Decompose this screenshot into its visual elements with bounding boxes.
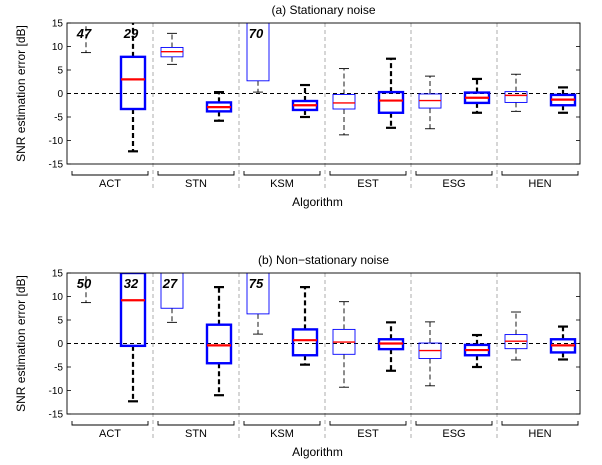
category-bracket — [329, 171, 407, 176]
category-label-hen: HEN — [528, 178, 551, 190]
offscale-value-label: 75 — [249, 276, 264, 291]
chart-title: (b) Non−stationary noise — [258, 253, 389, 267]
category-bracket — [329, 421, 407, 426]
box-est-series-1 — [332, 68, 356, 136]
box-stn-series-2 — [205, 286, 233, 397]
category-label-ksm: KSM — [270, 178, 294, 190]
box-iqr — [246, 23, 270, 82]
box-hen-series-1 — [504, 73, 528, 112]
category-bracket — [415, 171, 493, 176]
box-esg-series-2 — [463, 77, 491, 114]
y-tick-label: 10 — [52, 292, 64, 303]
category-label-esg: ESG — [442, 428, 465, 440]
y-tick-label: 0 — [57, 89, 63, 100]
category-label-hen: HEN — [528, 428, 551, 440]
offscale-value-label: 29 — [123, 26, 139, 41]
category-bracket — [243, 421, 321, 426]
y-tick-label: -10 — [49, 136, 64, 147]
y-tick-label: 5 — [57, 66, 63, 77]
chart-panel-b: (b) Non−stationary noise -15 -10 -5 0 5 10 15 SN… — [14, 253, 581, 459]
chart-panel-a: (a) Stationary noise -15 -10 -5 0 5 10 15 SNR es… — [14, 3, 581, 209]
y-axis-label: SNR estimation error [dB] — [14, 25, 28, 162]
box-iqr — [504, 91, 528, 103]
chart-title: (a) Stationary noise — [271, 3, 375, 17]
box-iqr — [332, 93, 356, 110]
offscale-value-label: 50 — [77, 276, 92, 291]
box-hen-series-2 — [549, 325, 577, 361]
category-bracket — [157, 171, 235, 176]
plot-frame — [66, 272, 581, 415]
category-label-ksm: KSM — [270, 428, 294, 440]
box-iqr — [377, 90, 405, 114]
box-ksm-series-1 — [246, 273, 270, 335]
box-stn-series-1 — [160, 273, 184, 323]
category-label-stn: STN — [185, 428, 207, 440]
y-tick-label: -5 — [54, 113, 63, 124]
category-label-est: EST — [357, 428, 379, 440]
category-label-est: EST — [357, 178, 379, 190]
category-label-esg: ESG — [442, 178, 465, 190]
category-label-act: ACT — [99, 178, 121, 190]
box-stn-series-1 — [160, 32, 184, 65]
offscale-value-label: 70 — [249, 26, 264, 41]
box-est-series-2 — [377, 321, 405, 372]
box-iqr — [291, 328, 319, 357]
category-bracket — [71, 171, 149, 176]
y-tick-label: -15 — [49, 410, 64, 421]
x-axis-label: Algorithm — [292, 195, 343, 209]
box-ksm-series-2 — [291, 286, 319, 366]
box-est-series-2 — [377, 57, 405, 129]
box-iqr — [160, 273, 184, 309]
y-tick-label: -5 — [54, 363, 63, 374]
y-tick-label: 5 — [57, 316, 63, 327]
y-tick-label: -15 — [49, 160, 64, 171]
category-bracket — [415, 421, 493, 426]
category-label-stn: STN — [185, 178, 207, 190]
box-iqr — [119, 273, 147, 348]
category-label-act: ACT — [99, 428, 121, 440]
box-hen-series-2 — [549, 86, 577, 114]
box-act-series-1 — [81, 273, 91, 304]
offscale-value-label: 27 — [162, 276, 178, 291]
category-bracket — [71, 421, 149, 426]
category-bracket — [243, 171, 321, 176]
category-bracket — [157, 421, 235, 426]
y-tick-label: 15 — [52, 269, 64, 280]
box-act-series-2 — [119, 23, 147, 153]
y-tick-label: 15 — [52, 19, 64, 30]
y-tick-label: -10 — [49, 386, 64, 397]
box-ksm-series-2 — [291, 83, 319, 119]
y-tick-label: 10 — [52, 42, 64, 53]
box-hen-series-1 — [504, 311, 528, 361]
y-axis-label: SNR estimation error [dB] — [14, 275, 28, 412]
y-tick-label: 0 — [57, 339, 63, 350]
category-bracket — [501, 421, 579, 426]
box-iqr — [205, 323, 233, 365]
category-bracket — [501, 171, 579, 176]
box-act-series-1 — [81, 23, 91, 54]
box-esg-series-1 — [418, 321, 442, 387]
box-stn-series-2 — [205, 90, 233, 122]
offscale-value-label: 47 — [76, 26, 92, 41]
box-iqr — [246, 273, 270, 315]
plot-frame — [66, 22, 581, 165]
box-esg-series-1 — [418, 75, 442, 130]
x-axis-label: Algorithm — [292, 445, 343, 459]
box-esg-series-2 — [463, 333, 491, 369]
box-est-series-1 — [332, 301, 356, 388]
box-iqr — [119, 55, 147, 111]
box-ksm-series-1 — [246, 23, 270, 93]
offscale-value-label: 32 — [124, 276, 139, 291]
box-act-series-2 — [119, 273, 147, 403]
